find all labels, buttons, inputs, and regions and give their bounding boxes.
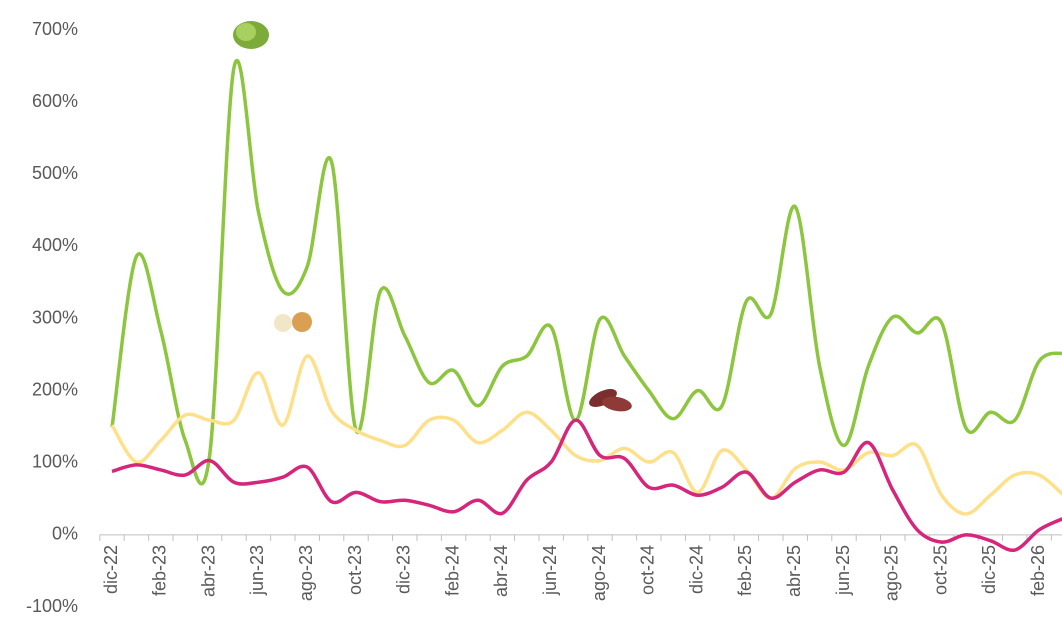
x-tick-label: feb-26 [1028, 545, 1048, 596]
x-tick-label: oct-25 [930, 545, 950, 595]
series-line [111, 418, 1062, 552]
x-tick-label: ago-25 [882, 545, 902, 601]
lettuce-icon [233, 21, 269, 49]
x-tick-label: ago-23 [296, 545, 316, 601]
y-tick-label: 300% [32, 307, 78, 327]
x-tick-label: feb-23 [150, 545, 170, 596]
x-tick-label: feb-24 [442, 545, 462, 596]
y-tick-label: 200% [32, 379, 78, 399]
series-line [110, 354, 1062, 516]
sweet-potato-icon [589, 389, 632, 412]
x-tick-label: abr-25 [784, 545, 804, 597]
x-tick-label: jun-23 [247, 545, 267, 596]
x-tick-label: ago-24 [589, 545, 609, 601]
y-tick-label: 500% [32, 163, 78, 183]
x-tick-label: oct-24 [638, 545, 658, 595]
x-tick-label: oct-23 [345, 545, 365, 595]
x-tick-label: dic-24 [686, 545, 706, 594]
x-tick-label: dic-25 [979, 545, 999, 594]
y-tick-label: 100% [32, 452, 78, 472]
y-tick-label: 700% [32, 19, 78, 39]
x-tick-label: abr-24 [491, 545, 511, 597]
x-tick-label: dic-23 [394, 545, 414, 594]
x-tick-label: jun-25 [833, 545, 853, 596]
x-tick-label: dic-22 [101, 545, 121, 594]
y-tick-label: -100% [26, 596, 78, 616]
series-line [110, 58, 1062, 486]
x-tick-label: feb-25 [735, 545, 755, 596]
x-tick-label: abr-23 [198, 545, 218, 597]
y-tick-label: 400% [32, 235, 78, 255]
x-tick-label: jun-24 [540, 545, 560, 596]
onion-icon [274, 312, 312, 332]
y-tick-label: 0% [52, 524, 78, 544]
y-tick-label: 600% [32, 91, 78, 111]
